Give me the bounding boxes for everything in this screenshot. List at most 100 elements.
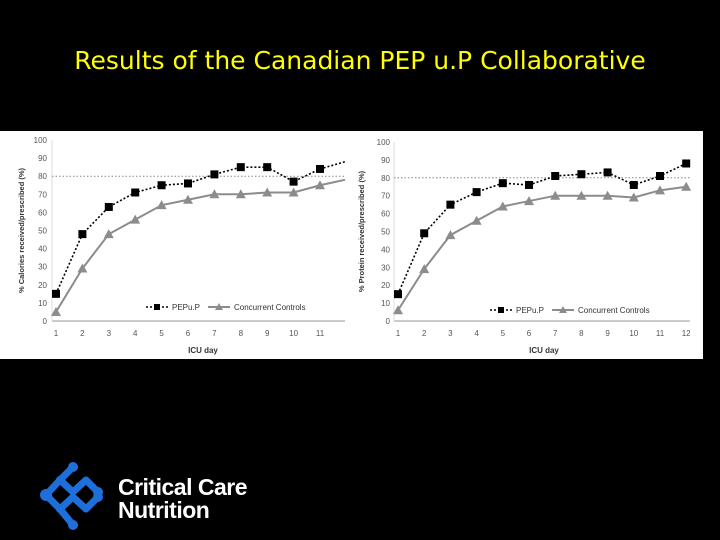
data-point-square [656,172,664,181]
data-point-square [157,181,166,190]
x-tick-label: 10 [289,329,298,338]
data-point-triangle [51,306,61,316]
y-tick-label: 0 [43,317,48,326]
x-tick-label: 3 [107,329,112,338]
x-tick-label: 2 [422,329,427,338]
data-point-triangle [130,214,141,224]
y-tick-label: 40 [381,245,390,254]
y-axis-label: % Calories received/prescribed (%) [17,167,26,293]
y-tick-label: 20 [38,281,47,290]
series-line-2 [55,178,346,313]
y-tick-label: 100 [377,138,391,147]
y-tick-label: 50 [381,228,390,237]
data-point-triangle [419,264,430,274]
data-point-triangle [183,194,193,204]
y-tick-label: 50 [38,227,47,236]
y-tick-label: 80 [381,174,390,183]
logo-line-2: Nutrition [118,497,210,523]
chart-panel: 0 10 20 30 40 50 60 70 80 90 100 1 2 3 4 5 6 7 8 9 10 11 ICU d… [0,131,703,359]
legend-marker-square [498,307,504,313]
y-tick-label: 60 [381,210,390,219]
data-point-square [394,290,402,299]
y-tick-label: 70 [381,192,390,201]
x-tick-label: 3 [448,329,453,338]
data-point-triangle [550,190,561,200]
critical-care-nutrition-logo: Critical Care Nutrition [36,462,266,532]
data-point-square [210,170,219,179]
slide-title: Results of the Canadian PEP u.P Collabor… [74,46,646,75]
data-point-triangle [655,185,665,195]
data-point-triangle [262,187,273,197]
data-point-triangle [288,187,299,197]
x-tick-label: 8 [579,329,584,338]
x-tick-label: 7 [553,329,558,338]
data-point-square [289,177,298,186]
x-tick-label: 6 [186,329,191,338]
y-tick-label: 80 [38,172,47,181]
y-tick-label: 0 [386,317,391,326]
data-point-triangle [524,196,534,206]
data-point-square [577,170,586,179]
legend: PEPu.P Concurrent Controls [490,306,650,315]
legend-label: Concurrent Controls [578,306,650,315]
data-point-triangle [77,263,88,273]
x-tick-label: 9 [265,329,270,338]
legend-label: PEPu.P [516,306,544,315]
data-point-square [682,159,691,168]
y-tick-label: 20 [381,281,390,290]
data-point-triangle [628,192,639,202]
chart-1: 0 10 20 30 40 50 60 70 80 90 100 1 2 3 4 5 6 7 8 9 10 11 ICU d… [17,136,346,355]
x-tick-label: 4 [133,329,138,338]
legend-marker-triangle [215,303,223,310]
x-tick-label: 1 [396,329,401,338]
x-tick-label: 2 [80,329,85,338]
data-point-triangle [393,305,403,315]
y-axis-label: % Protein received/prescribed (%) [357,170,366,292]
x-tick-label: 4 [474,329,479,338]
data-point-square [420,229,429,238]
legend-marker-square [154,304,160,310]
data-point-triangle [235,189,246,199]
x-tick-label: 7 [212,329,217,338]
y-tick-label: 100 [34,136,48,145]
data-point-square [78,230,87,239]
data-point-square [446,200,455,209]
y-tick-label: 30 [381,263,390,272]
legend-label: PEPu.P [172,303,200,312]
x-tick-label: 9 [605,329,610,338]
data-point-square [131,188,140,197]
series-line-1 [55,160,346,295]
data-point-square [472,188,481,197]
data-point-square [236,163,245,172]
molecule-logo-icon [40,462,103,530]
data-point-square [104,202,113,211]
data-point-triangle [445,230,456,240]
x-tick-label: 1 [54,329,59,338]
y-tick-label: 60 [38,208,47,217]
logo-text: Critical Care Nutrition [118,474,248,523]
y-tick-label: 90 [38,154,47,163]
x-tick-label: 6 [527,329,532,338]
logo-line-1: Critical Care [118,474,248,500]
data-point-square [603,168,612,177]
data-point-triangle [681,181,692,191]
series-line-2 [397,185,687,311]
y-tick-label: 70 [38,190,47,199]
data-point-triangle [315,180,325,190]
data-point-triangle [471,215,482,225]
x-tick-label: 11 [656,329,665,338]
y-tick-label: 90 [381,156,390,165]
legend-marker-triangle [559,306,567,313]
data-point-square [316,164,324,173]
data-point-triangle [103,229,114,239]
data-point-square [263,163,272,172]
data-point-triangle [602,190,613,200]
data-point-triangle [209,189,220,199]
y-tick-label: 40 [38,245,47,254]
data-point-triangle [156,200,167,210]
legend-label: Concurrent Controls [234,303,306,312]
x-tick-label: 5 [159,329,164,338]
series-line-1 [397,162,687,295]
y-tick-label: 30 [38,263,47,272]
